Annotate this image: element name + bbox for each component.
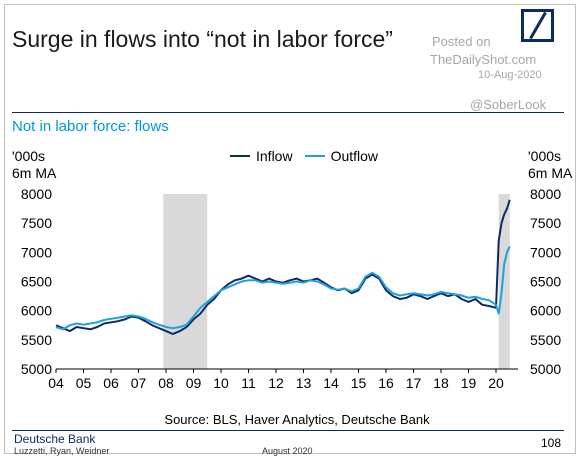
x-tick-label-1: 05 — [76, 375, 92, 391]
y-tick-label-right-5: 7500 — [530, 215, 561, 231]
recession-band-0 — [163, 194, 208, 369]
deutsche-bank-logo-icon — [521, 9, 554, 42]
x-tick-label-3: 07 — [131, 375, 147, 391]
brand-name: Deutsche Bank — [14, 432, 96, 446]
series-line-inflow — [55, 199, 511, 335]
y-tick-label-right-3: 6500 — [530, 274, 561, 290]
y-tick-label-right-0: 5000 — [530, 361, 561, 377]
x-tick-label-0: 04 — [48, 375, 64, 391]
x-tick-label-6: 10 — [213, 375, 229, 391]
left-axis-unit-line1: '000s — [12, 148, 46, 164]
watermark-date: 10-Aug-2020 — [478, 69, 542, 81]
x-tick-label-12: 16 — [378, 375, 394, 391]
x-tick-label-14: 18 — [433, 375, 449, 391]
chart-title: Not in labor force: flows — [12, 118, 169, 135]
legend-label-outflow: Outflow — [330, 148, 379, 164]
y-tick-label-left-0: 5000 — [21, 361, 52, 377]
x-tick-label-9: 13 — [296, 375, 312, 391]
y-tick-label-left-2: 6000 — [21, 303, 52, 319]
y-tick-label-right-1: 5500 — [530, 332, 561, 348]
left-axis-unit: '000s 6m MA — [12, 148, 56, 182]
publication-date: August 2020 — [262, 446, 313, 456]
x-tick-label-10: 14 — [323, 375, 339, 391]
page-number: 108 — [541, 436, 562, 450]
right-axis-unit: '000s 6m MA — [528, 148, 572, 182]
x-tick-label-16: 20 — [488, 375, 504, 391]
legend-label-inflow: Inflow — [256, 148, 293, 164]
x-tick-label-8: 12 — [268, 375, 284, 391]
right-axis-unit-line2: 6m MA — [528, 165, 573, 181]
x-tick-label-15: 19 — [461, 375, 477, 391]
right-axis-unit-line1: '000s — [528, 148, 562, 164]
watermark-handle: @SoberLook — [470, 97, 547, 112]
y-tick-label-right-4: 7000 — [530, 244, 561, 260]
y-tick-label-left-4: 7000 — [21, 244, 52, 260]
left-axis-unit-line2: 6m MA — [12, 165, 57, 181]
y-tick-label-right-2: 6000 — [530, 303, 561, 319]
footer-rule — [12, 430, 564, 431]
legend-swatch-outflow — [304, 155, 325, 157]
header-rule — [12, 112, 564, 113]
page-title: Surge in flows into “not in labor force” — [12, 26, 393, 52]
series-line-outflow — [55, 246, 511, 331]
y-tick-label-left-6: 8000 — [21, 186, 52, 202]
source-note: Source: BLS, Haver Analytics, Deutsche B… — [164, 412, 430, 427]
y-tick-label-left-3: 6500 — [21, 274, 52, 290]
chart-legend: Inflow Outflow — [230, 148, 378, 164]
x-tick-label-2: 06 — [103, 375, 119, 391]
x-tick-label-4: 08 — [158, 375, 174, 391]
x-tick-label-13: 17 — [406, 375, 422, 391]
x-tick-label-5: 09 — [186, 375, 202, 391]
legend-swatch-inflow — [230, 155, 250, 157]
slide-frame — [4, 4, 576, 454]
x-tick-label-11: 15 — [351, 375, 367, 391]
watermark-site: TheDailyShot.com — [430, 52, 537, 67]
recession-band-1 — [498, 194, 510, 369]
watermark-posted-on: Posted on — [432, 34, 491, 49]
y-tick-label-left-1: 5500 — [21, 332, 52, 348]
authors: Luzzetti, Ryan, Weidner — [14, 446, 110, 456]
y-tick-label-right-6: 8000 — [530, 186, 561, 202]
x-tick-label-7: 11 — [241, 375, 256, 391]
y-tick-label-left-5: 7500 — [21, 215, 52, 231]
